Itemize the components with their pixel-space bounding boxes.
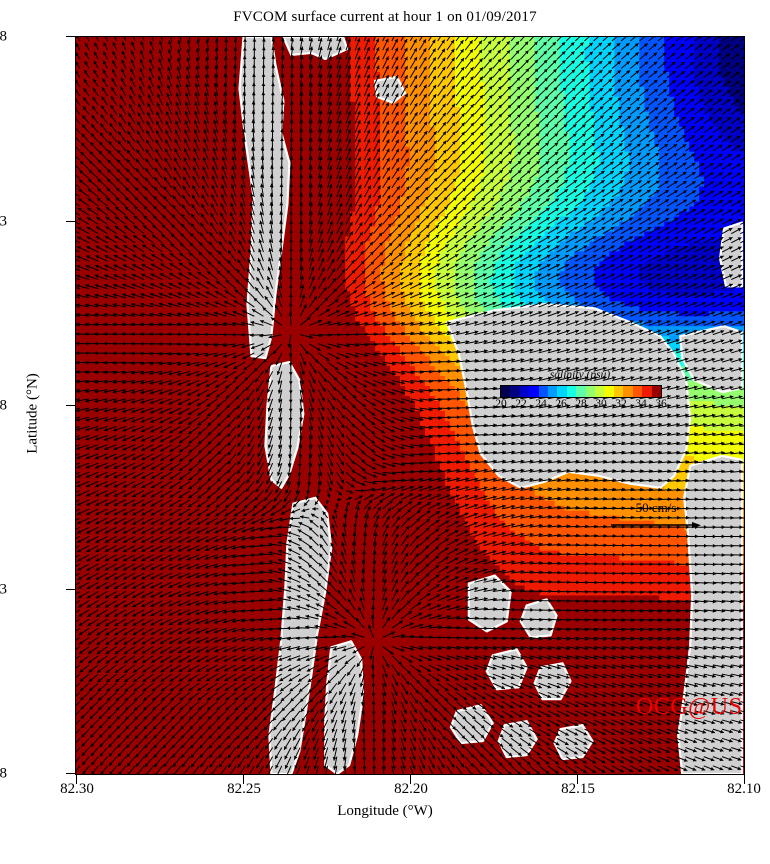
x-tick-label: 82.15	[561, 781, 595, 797]
colorbar-strip	[500, 385, 662, 398]
colorbar-swatch	[585, 386, 596, 397]
colorbar-swatch	[604, 386, 614, 397]
y-axis-label: Latitude (°N)	[24, 373, 41, 454]
x-tick-mark	[243, 775, 244, 784]
watermark: OCG@USF	[636, 694, 745, 720]
y-tick-label: 26.73	[0, 213, 7, 230]
y-tick-label: 26.58	[0, 765, 7, 782]
x-tick-mark	[410, 775, 411, 784]
colorbar-swatch	[632, 386, 643, 397]
colorbar-swatch	[613, 386, 624, 397]
velocity-scale-legend: 50 cm/s	[596, 500, 716, 536]
colorbar-title: salinity (psu)	[549, 369, 611, 381]
colorbar-swatch	[529, 386, 539, 397]
colorbar-tick-label: 30	[595, 398, 607, 410]
colorbar-swatch	[623, 386, 633, 397]
x-tick-label: 82.25	[227, 781, 261, 797]
colorbar-swatch	[548, 386, 558, 397]
colorbar-tick-label: 24	[535, 398, 547, 410]
colorbar-tick-label: 32	[615, 398, 627, 410]
x-axis-label: Longitude (°W)	[337, 803, 433, 819]
page-title: FVCOM surface current at hour 1 on 01/09…	[233, 9, 537, 25]
colorbar-tick-label: 26	[555, 398, 567, 410]
colorbar-tick-label: 36	[655, 398, 667, 410]
y-tick-label: 26.78	[0, 28, 7, 45]
y-tick-mark	[66, 773, 75, 774]
colorbar-swatch	[538, 386, 549, 397]
colorbar-swatch	[519, 386, 530, 397]
y-tick-label: 26.63	[0, 581, 7, 598]
colorbar-tick-labels: 20 22 24 26 28 30 32 34 36	[490, 398, 670, 412]
current-vector-field	[76, 37, 744, 774]
x-tick-label: 82.20	[394, 781, 428, 797]
y-tick-mark	[66, 405, 75, 406]
x-tick-label: 82.30	[60, 781, 94, 797]
colorbar-swatch	[566, 386, 577, 397]
colorbar-tick-label: 22	[515, 398, 527, 410]
colorbar-swatch	[651, 386, 661, 397]
colorbar-swatch	[595, 386, 605, 397]
y-tick-label: 26.68	[0, 397, 7, 414]
x-tick-mark	[76, 775, 77, 784]
colorbar-tick-label: 20	[495, 398, 507, 410]
colorbar-swatch	[501, 386, 511, 397]
x-tick-mark	[744, 775, 745, 784]
velocity-scale-label: 50 cm/s	[635, 500, 677, 515]
x-tick-mark	[577, 775, 578, 784]
velocity-scale-arrow-icon	[611, 522, 701, 529]
colorbar-swatch	[510, 386, 520, 397]
y-tick-mark	[66, 589, 75, 590]
y-tick-mark	[66, 221, 75, 222]
colorbar-swatch	[557, 386, 567, 397]
map-plot-area[interactable]: salinity (psu) 20 22 24 26 28 30 32 34 36 50 cm/…	[75, 36, 745, 775]
colorbar-swatch	[576, 386, 586, 397]
colorbar-tick-label: 28	[575, 398, 587, 410]
colorbar-swatch	[642, 386, 652, 397]
colorbar-legend: salinity (psu) 20 22 24 26 28 30 32 34 36	[490, 369, 670, 419]
y-tick-mark	[66, 36, 75, 37]
x-tick-label: 82.10	[727, 781, 761, 797]
colorbar-tick-label: 34	[635, 398, 647, 410]
